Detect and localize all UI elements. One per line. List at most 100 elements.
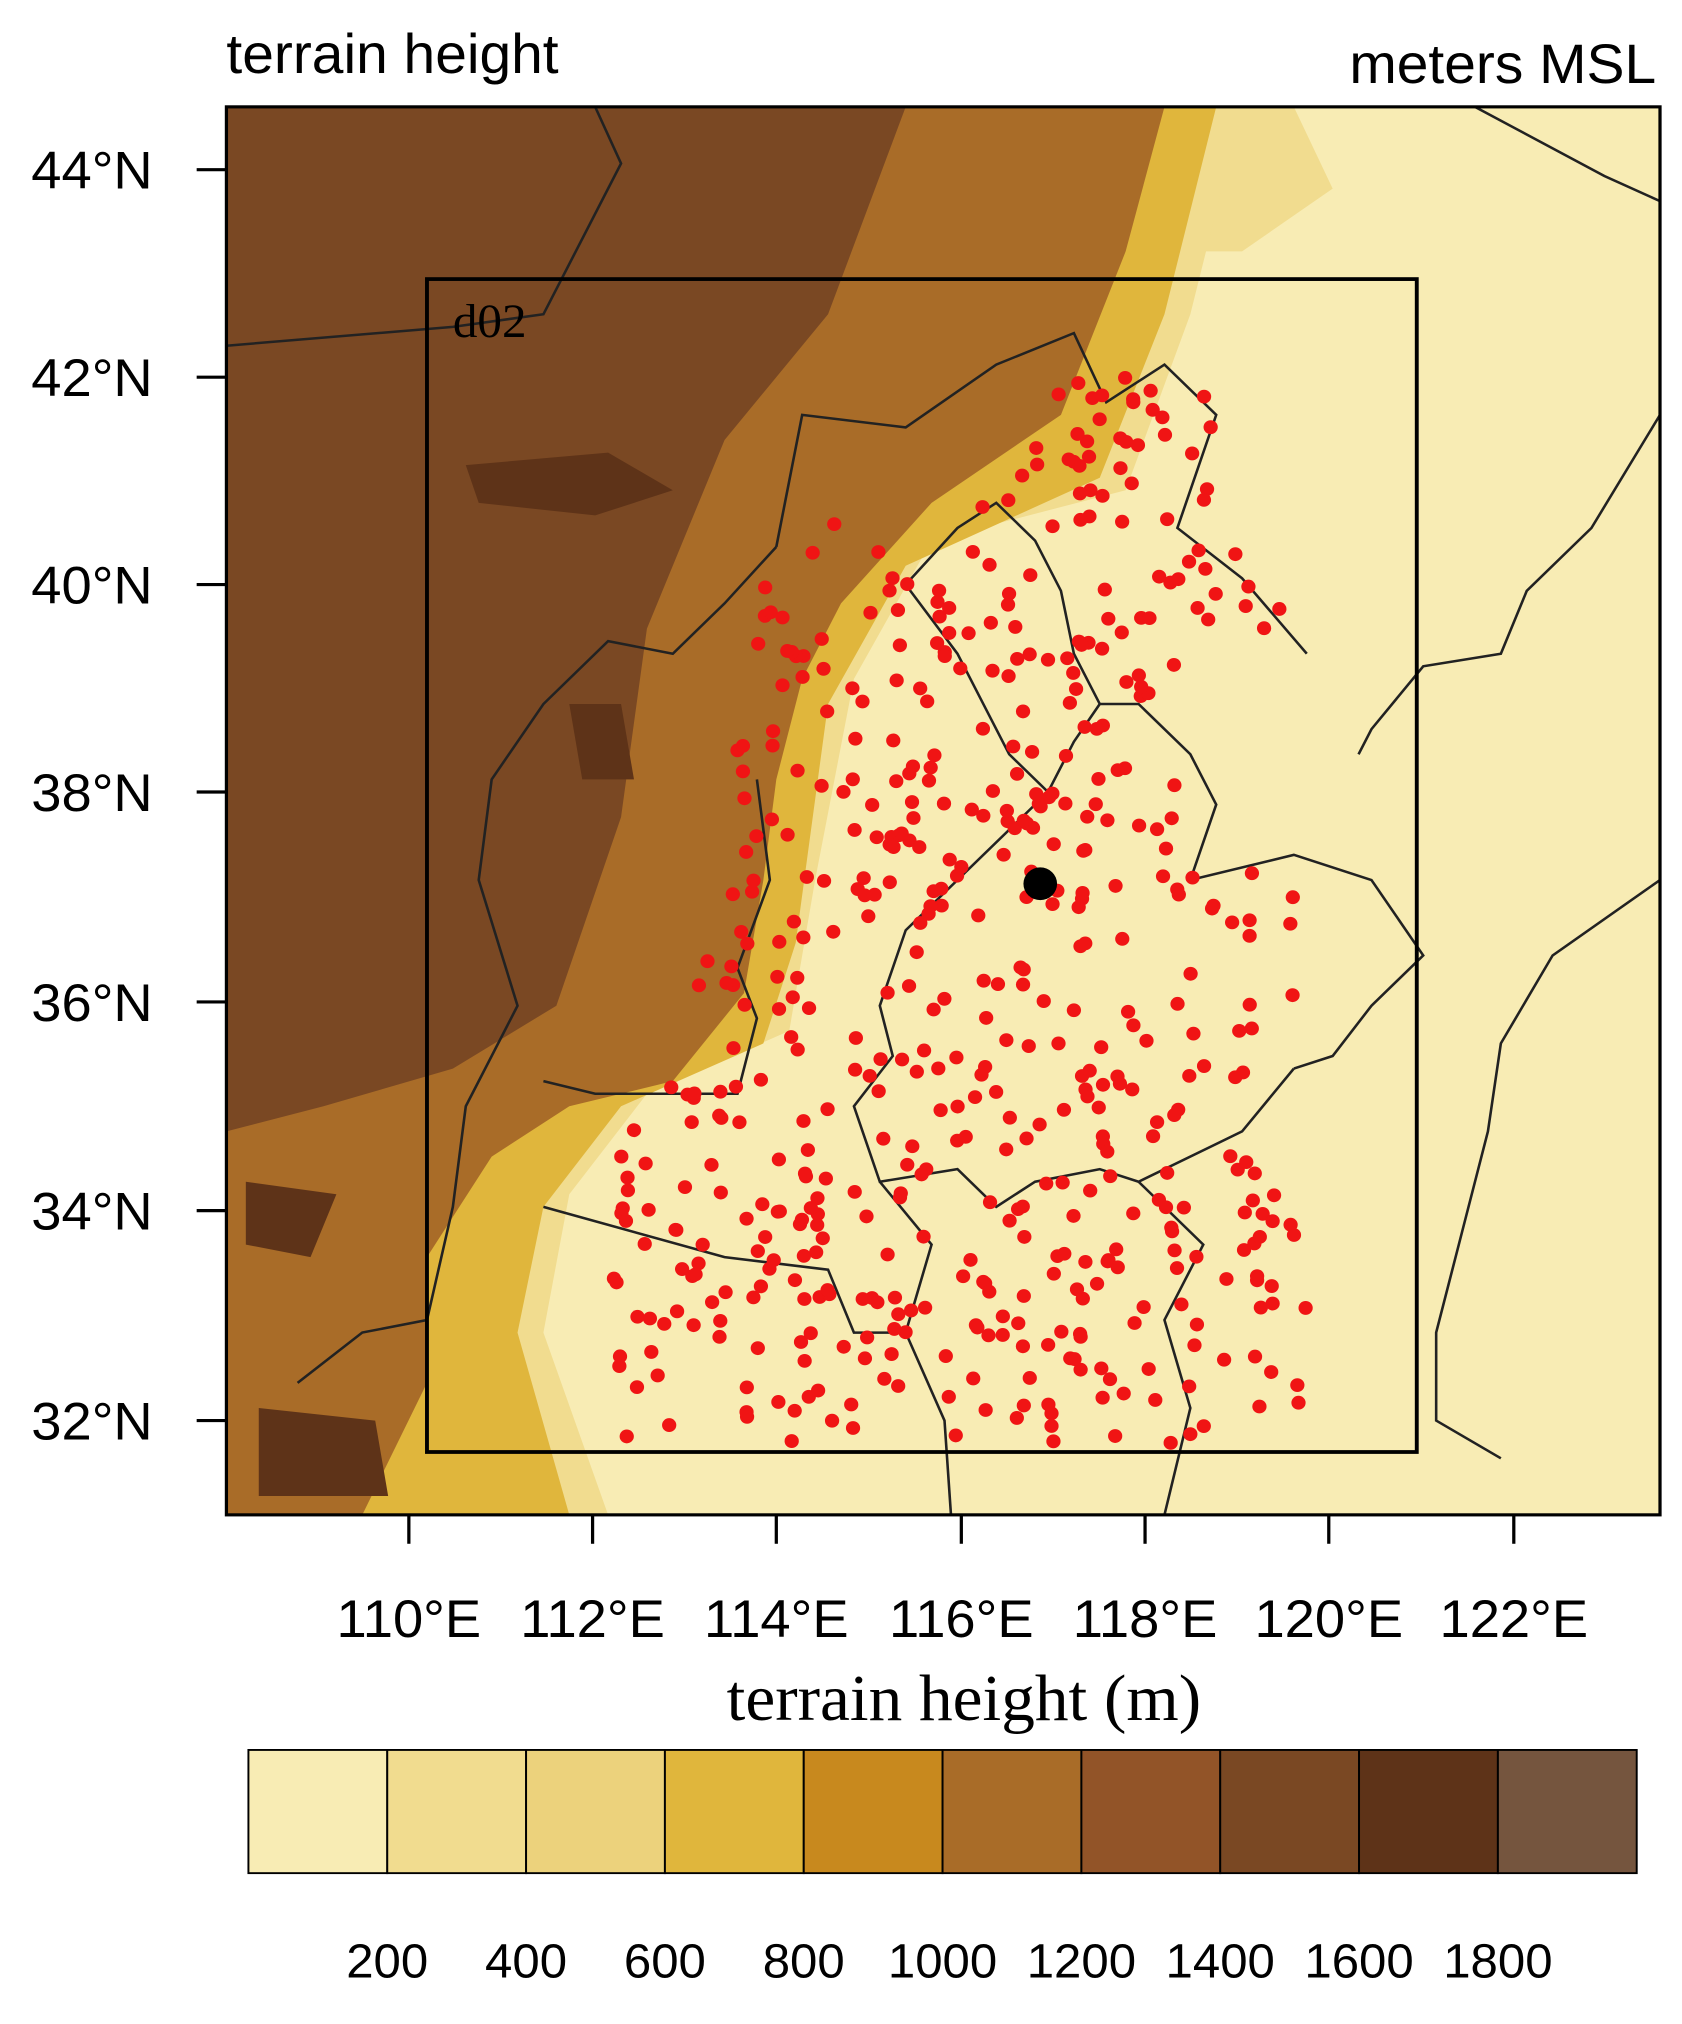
station xyxy=(886,733,901,748)
station xyxy=(1088,797,1103,812)
station xyxy=(914,1167,929,1182)
station xyxy=(930,595,945,609)
station xyxy=(942,852,957,867)
station xyxy=(766,1253,781,1268)
station xyxy=(1266,1188,1282,1203)
station xyxy=(887,1322,902,1336)
station xyxy=(700,954,715,969)
station xyxy=(836,784,851,799)
station xyxy=(1115,514,1130,529)
colorbar-swatch xyxy=(663,1749,805,1875)
lon-label: 122°E xyxy=(1439,1590,1588,1648)
station xyxy=(1070,427,1085,441)
station xyxy=(771,1395,786,1409)
colorbar-label: 1200 xyxy=(1027,1935,1136,1988)
station xyxy=(1044,1419,1059,1433)
station xyxy=(1285,890,1300,905)
station xyxy=(744,884,760,899)
station xyxy=(1015,977,1031,992)
station xyxy=(863,605,878,620)
station xyxy=(824,1413,840,1428)
station xyxy=(810,1218,825,1232)
station xyxy=(894,1052,910,1067)
station xyxy=(797,1166,813,1181)
station xyxy=(746,873,761,888)
station xyxy=(1155,410,1170,425)
station xyxy=(844,1397,859,1412)
colorbar-label: 1400 xyxy=(1166,1935,1275,1988)
station xyxy=(1073,512,1088,527)
station xyxy=(931,583,947,598)
station xyxy=(967,1090,983,1105)
terrain-band xyxy=(226,106,906,1132)
station xyxy=(650,1368,665,1383)
lat-label: 42°N xyxy=(31,350,152,408)
station xyxy=(882,875,897,890)
station xyxy=(1124,476,1139,491)
station xyxy=(737,791,752,806)
station xyxy=(713,1185,728,1200)
station xyxy=(927,748,942,763)
colorbar-swatch xyxy=(1080,1749,1222,1875)
colorbar-label: 1800 xyxy=(1443,1935,1552,1988)
station xyxy=(739,1380,754,1395)
station xyxy=(818,1171,833,1186)
colorbar-label: 400 xyxy=(485,1935,567,1988)
station xyxy=(1186,1026,1201,1041)
station xyxy=(933,1103,948,1118)
station xyxy=(662,1418,677,1433)
station xyxy=(797,1292,812,1306)
station xyxy=(975,500,990,514)
station xyxy=(1069,1282,1085,1297)
station xyxy=(893,1186,908,1201)
station xyxy=(820,704,835,719)
station xyxy=(1253,1300,1268,1315)
station xyxy=(1008,620,1023,634)
station xyxy=(800,1143,815,1157)
station xyxy=(739,1211,754,1226)
station xyxy=(996,847,1011,862)
station xyxy=(629,1380,645,1395)
station xyxy=(765,738,780,753)
station xyxy=(1029,441,1044,455)
title: terrain height xyxy=(226,23,559,85)
station xyxy=(787,1273,803,1288)
station xyxy=(985,784,1001,798)
station xyxy=(963,1252,978,1267)
station xyxy=(1139,1033,1154,1048)
station xyxy=(1100,1144,1115,1159)
station xyxy=(1058,796,1073,811)
station xyxy=(620,1183,636,1198)
station xyxy=(909,1064,924,1079)
station xyxy=(865,798,880,812)
station xyxy=(1022,1371,1037,1385)
station xyxy=(724,959,739,974)
station xyxy=(751,636,766,651)
station xyxy=(855,694,870,709)
lat-label: 32°N xyxy=(31,1393,152,1451)
station xyxy=(1151,1192,1167,1207)
station xyxy=(1066,666,1081,680)
station xyxy=(780,644,795,658)
station xyxy=(926,1002,941,1017)
station xyxy=(644,1345,659,1359)
station xyxy=(1182,1379,1197,1394)
station xyxy=(1283,916,1298,931)
station xyxy=(1016,962,1031,977)
station xyxy=(1149,822,1165,837)
station xyxy=(916,1229,931,1244)
colorbar-swatch xyxy=(941,1749,1083,1875)
station xyxy=(894,826,909,841)
station xyxy=(1056,1102,1072,1117)
station xyxy=(1237,1205,1252,1220)
lon-label: 118°E xyxy=(1073,1590,1218,1648)
station xyxy=(1046,837,1061,852)
colorbar-swatch xyxy=(386,1749,528,1875)
station xyxy=(1160,1166,1175,1180)
station xyxy=(1094,388,1110,403)
units: meters MSL xyxy=(1349,33,1656,95)
lat-label: 44°N xyxy=(31,142,152,200)
station xyxy=(1204,901,1220,916)
station xyxy=(1067,1352,1082,1367)
station xyxy=(1051,1036,1066,1051)
